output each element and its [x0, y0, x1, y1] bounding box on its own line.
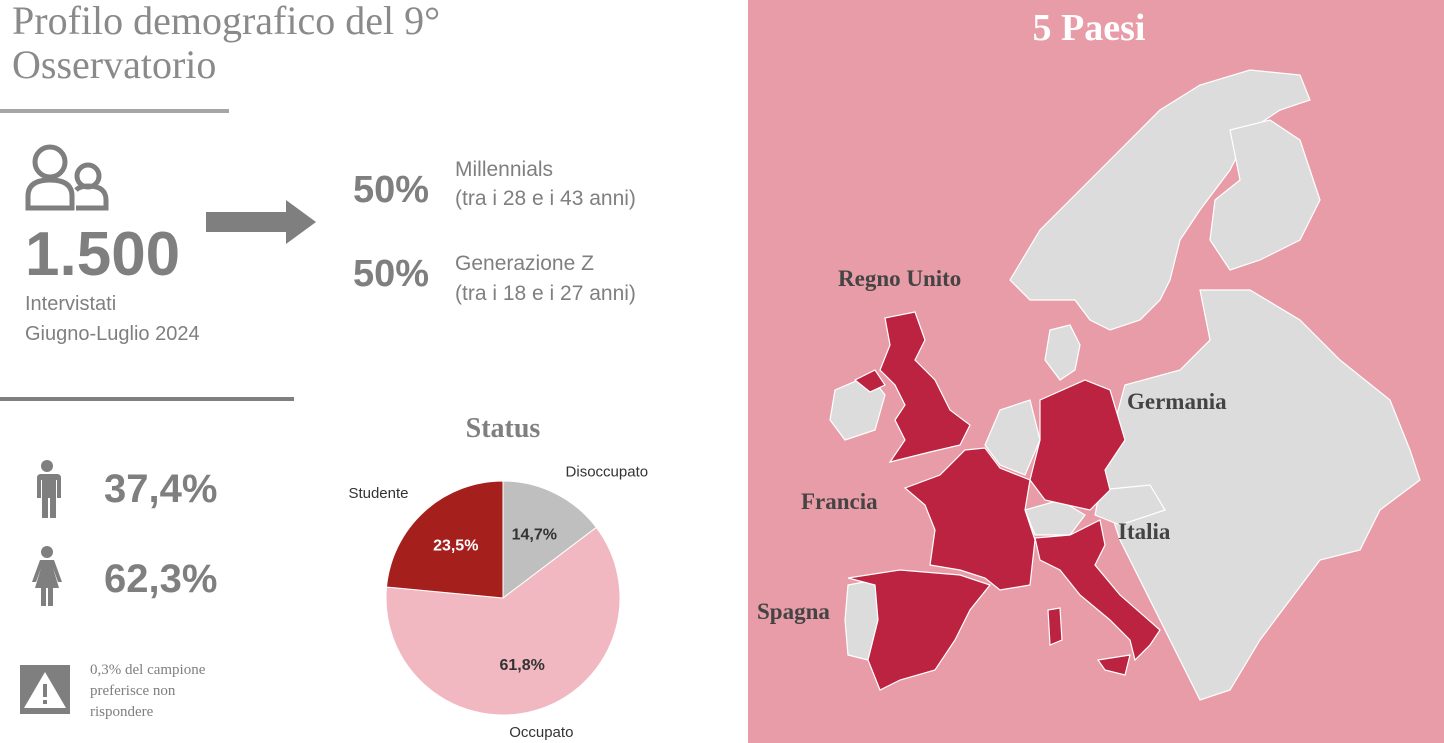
pie-slice [385, 480, 504, 599]
country-label: Francia [801, 489, 878, 514]
france [903, 447, 1036, 591]
sample-line: Intervistati [25, 293, 116, 315]
slice-category: Studente [348, 485, 408, 502]
people-icon [25, 144, 109, 211]
pie-slice [502, 480, 598, 600]
generation-name: Millennials [455, 158, 553, 181]
finland [1209, 119, 1321, 271]
sample-line: Giugno-Luglio 2024 [25, 323, 200, 345]
chart-title: Status [466, 413, 541, 444]
country-label: Spagna [757, 599, 830, 624]
note-line: preferisce non [90, 683, 176, 699]
country-label: Germania [1127, 389, 1227, 414]
eastern-europe [1099, 289, 1421, 701]
title-line: Osservatorio [12, 42, 216, 87]
slice-category: Occupato [509, 724, 573, 741]
united-kingdom [879, 311, 971, 463]
generation-name: Generazione Z [455, 252, 594, 275]
male-icon [37, 460, 61, 518]
generation-range: (tra i 18 e i 27 anni) [455, 282, 636, 305]
sample-count: 1.500 [25, 220, 180, 289]
rule [0, 109, 229, 113]
slice-value-label: 61,8% [499, 657, 544, 674]
slice-value-label: 23,5% [433, 537, 478, 554]
female-icon [32, 546, 62, 606]
sardinia [1047, 607, 1063, 646]
austria [1094, 484, 1166, 526]
germany [1029, 379, 1126, 511]
title-line: Profilo demografico del 9° [12, 0, 440, 43]
female-share: 62,3% [104, 557, 217, 601]
slice-value-label: 14,7% [512, 526, 557, 543]
arrow [206, 200, 316, 244]
generation-share: 50% [353, 169, 429, 211]
slice-category: Disoccupato [566, 463, 649, 480]
map-title: 5 Paesi [1033, 7, 1146, 49]
country-label: Regno Unito [838, 266, 961, 291]
warning-icon [20, 665, 70, 714]
map [829, 69, 1421, 701]
note-line: 0,3% del campione [90, 662, 206, 678]
italy [1034, 519, 1161, 662]
generation-share: 50% [353, 253, 429, 295]
pie-chart: Disoccupato 14,7% Occupato 61,8% Studente 23,… [348, 463, 648, 741]
sicily [1096, 654, 1131, 676]
generation-range: (tra i 28 e i 43 anni) [455, 187, 636, 210]
country-label: Italia [1118, 519, 1171, 544]
spain [847, 569, 992, 691]
male-share: 37,4% [104, 467, 217, 511]
denmark [1044, 324, 1081, 381]
northern-ireland [853, 369, 886, 393]
note-line: rispondere [90, 704, 154, 720]
pie-slice [385, 526, 621, 716]
rule [0, 397, 294, 401]
